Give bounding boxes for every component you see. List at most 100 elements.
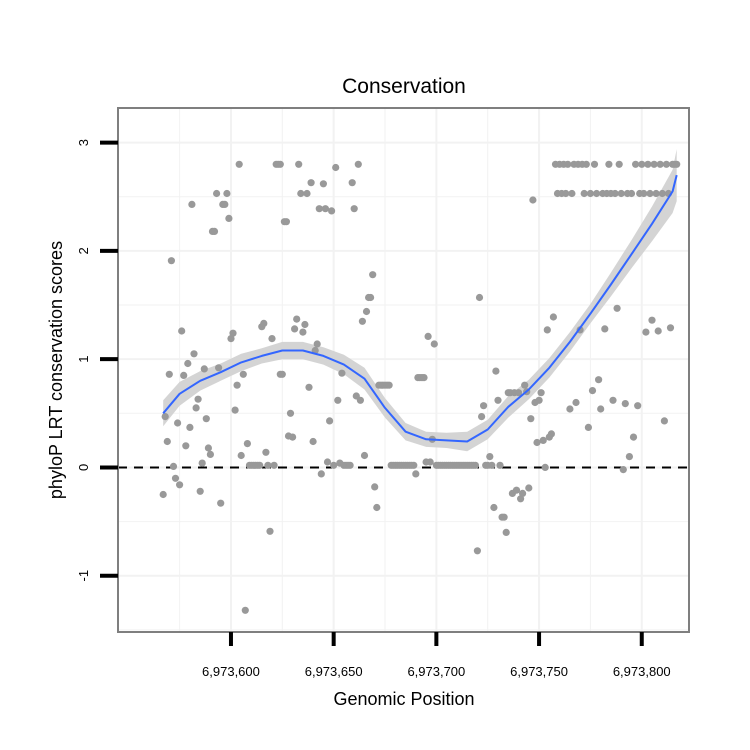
data-point — [632, 160, 640, 168]
y-tick-label: 3 — [76, 139, 91, 146]
data-point — [650, 160, 658, 168]
data-point — [500, 513, 508, 521]
data-point — [529, 196, 537, 204]
data-point — [171, 474, 180, 482]
data-point — [305, 383, 313, 391]
data-point — [543, 326, 551, 334]
data-point — [303, 189, 311, 198]
data-point — [652, 189, 660, 198]
data-point — [564, 160, 572, 168]
data-point — [586, 189, 595, 198]
data-point — [200, 365, 208, 373]
data-point — [597, 405, 605, 413]
data-point — [496, 461, 504, 469]
data-point — [369, 271, 377, 279]
data-point — [210, 227, 219, 235]
data-point — [297, 189, 305, 198]
data-point — [584, 423, 593, 431]
data-point — [221, 200, 229, 208]
x-tick-label: 6,973,600 — [202, 664, 260, 679]
data-point — [605, 160, 613, 168]
data-point — [196, 487, 204, 495]
data-point — [629, 433, 638, 441]
data-point — [350, 205, 358, 213]
data-point — [268, 335, 276, 343]
data-point — [204, 444, 212, 452]
x-tick-label: 6,973,750 — [510, 664, 568, 679]
data-point — [276, 160, 284, 168]
data-point — [615, 160, 623, 168]
data-point — [541, 463, 549, 471]
data-point — [264, 461, 272, 469]
data-point — [317, 470, 325, 478]
data-points — [159, 160, 681, 614]
data-point — [625, 453, 634, 461]
data-point — [190, 350, 198, 358]
data-point — [159, 490, 167, 499]
data-point — [582, 160, 590, 168]
data-point — [525, 484, 533, 492]
data-point — [198, 459, 206, 467]
x-tick-label: 6,973,700 — [407, 664, 465, 679]
data-point — [332, 163, 340, 172]
data-point — [237, 451, 245, 460]
data-point — [165, 370, 173, 378]
data-point — [537, 389, 545, 397]
data-point — [235, 160, 243, 168]
x-axis-ticks: 6,973,600 6,973,650 6,973,700 6,973,750 6,97… — [202, 632, 671, 679]
data-point — [549, 313, 558, 321]
data-point — [371, 483, 379, 491]
data-point — [617, 189, 625, 198]
data-point — [424, 332, 432, 340]
data-point — [309, 437, 317, 446]
data-point — [215, 364, 223, 372]
data-point — [180, 371, 188, 379]
data-point — [533, 438, 541, 447]
data-point — [326, 417, 334, 425]
data-point — [354, 160, 362, 168]
data-point — [490, 503, 498, 512]
data-point — [278, 370, 286, 378]
y-tick-label: -1 — [76, 570, 91, 582]
data-point — [420, 374, 428, 382]
data-point — [169, 462, 178, 470]
data-point — [646, 189, 654, 198]
data-point — [640, 189, 648, 198]
confidence-band — [163, 149, 677, 452]
data-point — [319, 180, 327, 188]
data-point — [348, 179, 356, 187]
data-point — [256, 461, 264, 469]
data-point — [519, 489, 527, 497]
data-point — [301, 320, 309, 329]
data-point — [163, 437, 171, 446]
data-point — [521, 381, 529, 389]
data-point — [426, 458, 434, 466]
data-point — [430, 340, 438, 348]
data-point — [270, 461, 278, 469]
data-point — [588, 387, 597, 395]
data-point — [562, 189, 570, 198]
data-point — [666, 324, 675, 332]
data-point — [229, 329, 237, 337]
data-point — [601, 325, 609, 333]
data-point — [223, 189, 231, 198]
data-point — [313, 340, 321, 348]
data-point — [475, 293, 484, 302]
data-point — [566, 405, 574, 413]
data-point — [188, 200, 196, 208]
data-point — [590, 160, 599, 168]
data-point — [299, 328, 307, 336]
data-point — [642, 328, 650, 336]
data-point — [202, 415, 210, 423]
data-point — [360, 451, 369, 460]
data-point — [627, 189, 636, 198]
data-point — [609, 396, 617, 404]
data-point — [656, 160, 664, 168]
data-point — [362, 307, 371, 316]
data-point — [186, 423, 194, 431]
data-point — [315, 205, 323, 213]
data-point — [527, 415, 535, 423]
data-point — [648, 316, 656, 324]
data-point — [286, 409, 295, 417]
